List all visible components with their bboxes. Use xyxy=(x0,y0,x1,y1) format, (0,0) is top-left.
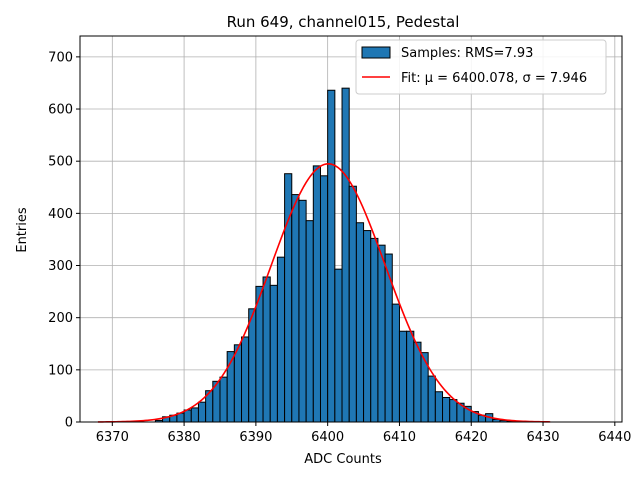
y-axis-label: Entries xyxy=(15,207,30,253)
histogram-bar-6380 xyxy=(183,409,192,423)
histogram-bar-6412 xyxy=(413,341,422,423)
histogram-bar-6382 xyxy=(197,401,207,423)
histogram-bar-6404 xyxy=(355,222,365,423)
histogram-bar-6402 xyxy=(341,87,350,423)
histogram-bar-6415 xyxy=(434,391,444,423)
histogram-bar-6389 xyxy=(248,308,257,423)
x-tick-label: 6440 xyxy=(598,430,631,445)
y-axis-ticks: 0 100 200 300 400 500 600 700 xyxy=(48,50,80,431)
histogram-bars xyxy=(154,87,515,423)
histogram-bar-6416 xyxy=(442,396,451,423)
histogram-bar-6410 xyxy=(398,330,408,423)
histogram-bar-6398 xyxy=(312,165,321,423)
histogram-bar-6381 xyxy=(190,407,199,423)
axes-frame xyxy=(79,35,623,423)
x-tick-label: 6390 xyxy=(239,430,272,445)
histogram-bar-6409 xyxy=(391,303,400,423)
histogram-bar-6395 xyxy=(291,194,300,423)
histogram-bar-6396 xyxy=(298,199,307,423)
histogram-bar-6401 xyxy=(334,268,343,423)
legend-patch-samples xyxy=(361,46,391,59)
histogram-bar-6399 xyxy=(319,175,329,423)
y-tick-label: 100 xyxy=(48,363,73,378)
gaussian-fit-line xyxy=(97,162,551,423)
x-axis-ticks: 6370 6380 6390 6400 6410 6420 6430 6440 xyxy=(96,422,631,445)
x-tick-label: 6420 xyxy=(455,430,488,445)
x-tick-label: 6400 xyxy=(311,430,344,445)
x-tick-label: 6410 xyxy=(383,430,416,445)
legend-label-fit: Fit: μ = 6400.078, σ = 7.946 xyxy=(401,71,587,86)
histogram-bar-6411 xyxy=(406,330,415,423)
histogram-bar-6390 xyxy=(255,285,264,423)
y-tick-label: 600 xyxy=(48,103,73,118)
legend-label-samples: Samples: RMS=7.93 xyxy=(401,46,533,61)
y-tick-label: 500 xyxy=(48,155,73,170)
histogram-bar-6414 xyxy=(427,375,436,423)
y-tick-label: 700 xyxy=(48,50,73,65)
histogram-bar-6387 xyxy=(233,344,243,423)
histogram-bar-6397 xyxy=(305,220,314,423)
histogram-bar-6391 xyxy=(262,276,271,423)
histogram-bar-6385 xyxy=(219,376,228,423)
histogram-bar-6403 xyxy=(348,185,357,423)
x-tick-label: 6370 xyxy=(96,430,129,445)
legend-box xyxy=(355,39,607,95)
histogram-bar-6388 xyxy=(241,336,250,423)
histogram-bar-6408 xyxy=(384,253,393,423)
x-axis-label: ADC Counts xyxy=(304,452,382,467)
histogram-bar-6394 xyxy=(284,173,293,423)
histogram-bar-6393 xyxy=(276,256,286,423)
chart-title: Run 649, channel015, Pedestal xyxy=(227,13,460,31)
x-tick-label: 6380 xyxy=(168,430,201,445)
legend: Samples: RMS=7.93 Fit: μ = 6400.078, σ =… xyxy=(355,39,607,95)
y-tick-label: 300 xyxy=(48,259,73,274)
histogram-bar-6406 xyxy=(370,237,379,423)
y-tick-label: 0 xyxy=(65,416,73,431)
x-tick-label: 6430 xyxy=(526,430,559,445)
y-tick-label: 400 xyxy=(48,207,73,222)
histogram-bar-6405 xyxy=(363,230,372,423)
histogram-bar-6407 xyxy=(377,244,386,423)
histogram-bar-6392 xyxy=(269,284,278,423)
histogram-bar-6400 xyxy=(327,89,336,423)
histogram-bar-6417 xyxy=(449,399,458,423)
y-tick-label: 200 xyxy=(48,311,73,326)
